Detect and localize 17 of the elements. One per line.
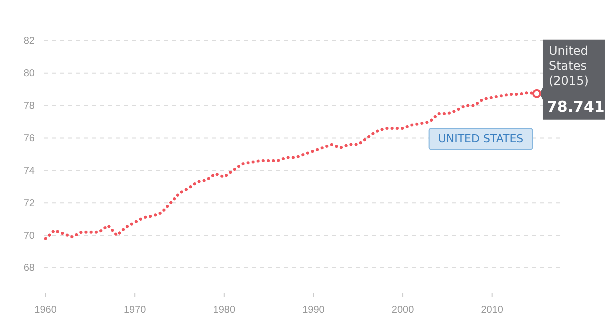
y-tick-label: 72 [24,198,36,210]
x-tick-label: 1980 [213,305,236,316]
y-tick-label: 68 [24,263,36,274]
y-tick-label: 76 [24,133,36,144]
x-tick-label: 1990 [302,305,326,316]
annotation: United States (2015) [548,44,589,88]
x-tick-label: 2010 [481,305,504,316]
y-tick-label: 82 [24,36,36,48]
x-tick-label: 1970 [124,305,147,316]
data-label: 78.741 [546,98,605,116]
y-tick-label: 80 [24,68,36,80]
x-tick-label: 1960 [34,305,58,316]
x-tick-label: 2000 [392,305,415,316]
y-tick-label: 74 [24,166,36,177]
y-tick-label: 70 [24,230,36,242]
series-label: UNITED STATES [438,132,524,146]
y-tick-label: 78 [24,101,36,112]
